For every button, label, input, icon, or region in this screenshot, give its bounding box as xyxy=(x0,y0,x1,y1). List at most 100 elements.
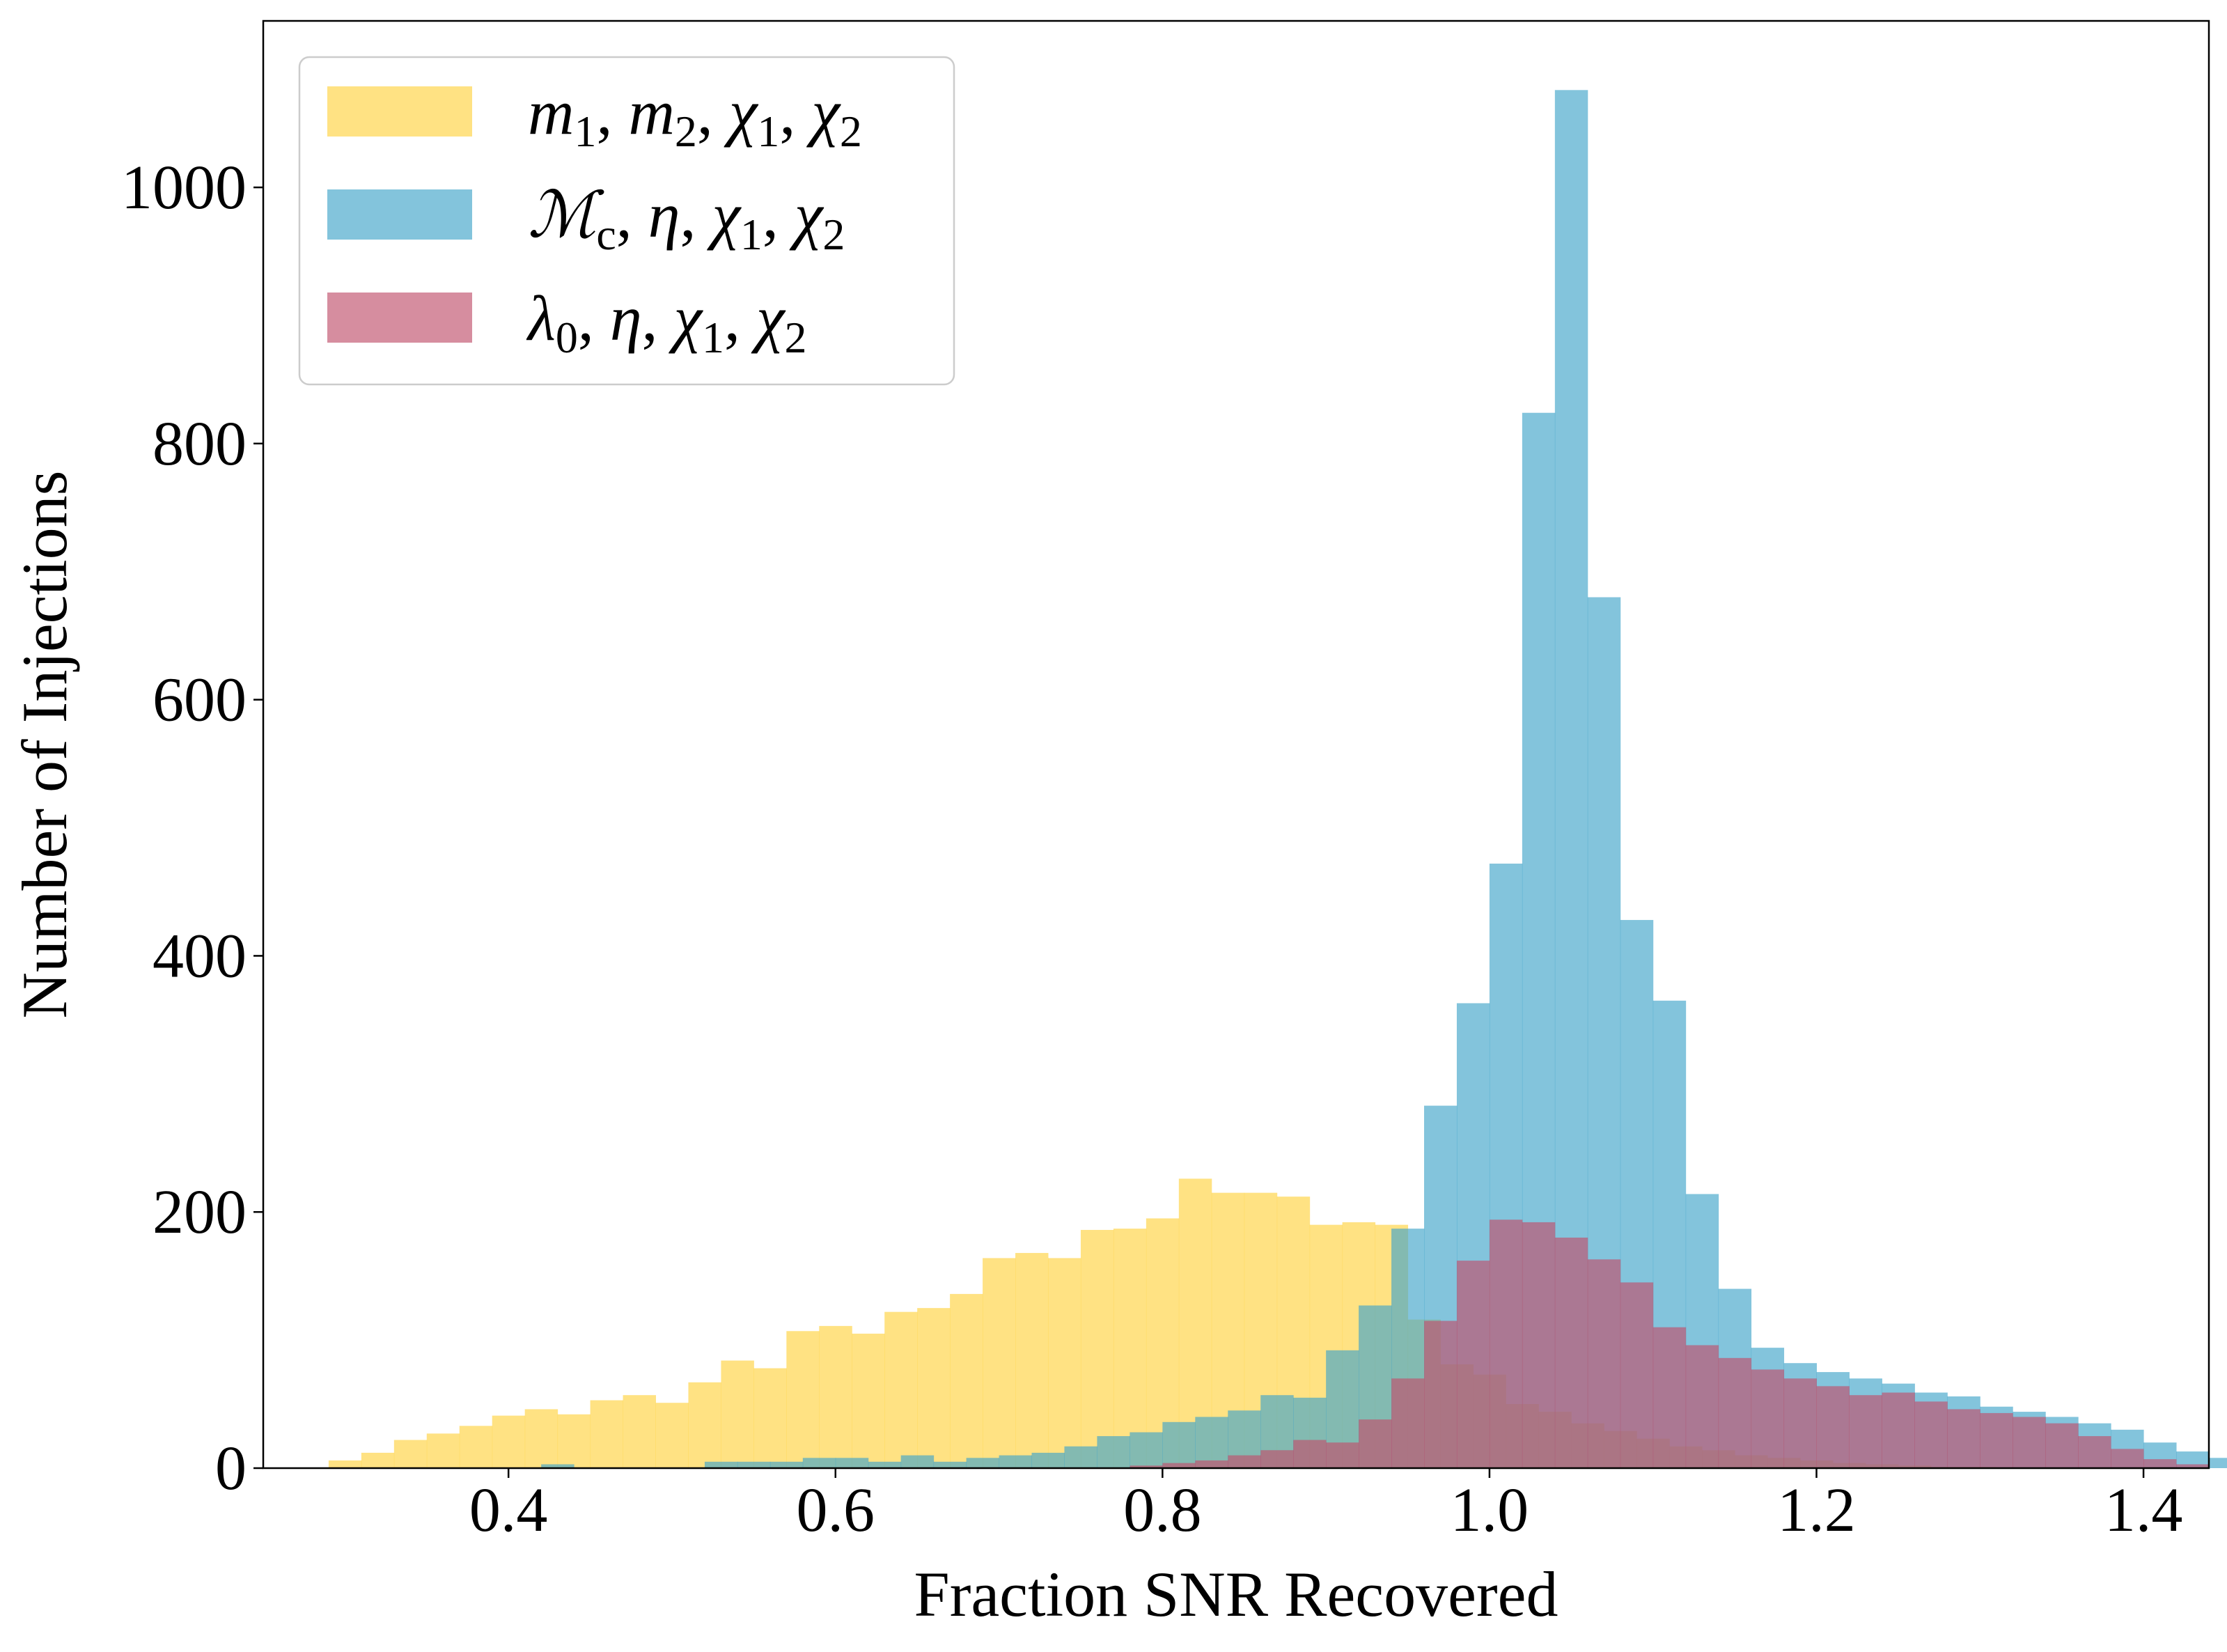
histogram-bar xyxy=(655,1403,689,1468)
legend-separator: , xyxy=(596,77,628,148)
x-tick-label: 0.6 xyxy=(797,1476,875,1545)
histogram-bar xyxy=(1554,1237,1588,1468)
histogram-bar xyxy=(1522,1222,1556,1468)
plot-frame xyxy=(262,20,2210,1470)
histogram-bar xyxy=(1424,1320,1458,1468)
histogram-bar xyxy=(541,1464,575,1468)
y-tick-label: 200 xyxy=(153,1178,247,1247)
histogram-bar xyxy=(819,1325,852,1468)
histogram-bar xyxy=(2045,1423,2079,1468)
histogram-bar xyxy=(1228,1455,1261,1468)
histogram-bar xyxy=(1751,1369,1785,1468)
histogram-bar xyxy=(1162,1421,1196,1468)
y-tick-label: 1000 xyxy=(121,153,247,222)
histogram-bar xyxy=(1359,1419,1392,1468)
histogram-bar xyxy=(737,1461,771,1468)
x-tick-label: 1.0 xyxy=(1451,1476,1529,1545)
legend-symbol: η xyxy=(648,180,680,251)
x-axis-ticks: 0.4 0.6 0.8 1.0 1.2 1.4 xyxy=(469,1468,2182,1545)
histogram-bar xyxy=(623,1395,656,1468)
histogram-bar xyxy=(753,1368,787,1468)
legend-item: λ0, η, χ1, χ2 xyxy=(327,283,806,362)
legend-subscript: 2 xyxy=(784,313,806,362)
histogram-bar xyxy=(361,1452,395,1468)
legend-subscript: 1 xyxy=(702,313,724,362)
histogram-bar xyxy=(802,1458,836,1468)
legend-separator: , xyxy=(578,283,610,354)
histogram-bar xyxy=(1652,1327,1687,1468)
histogram-bar xyxy=(1031,1452,1065,1468)
legend-label: λ0, η, χ1, χ2 xyxy=(526,283,806,362)
y-tick-label: 800 xyxy=(153,410,247,478)
histogram-bar xyxy=(2013,1417,2046,1468)
histogram-bar xyxy=(2176,1464,2210,1468)
histogram-bar xyxy=(769,1461,804,1468)
histogram-bar xyxy=(900,1455,935,1468)
legend-swatch xyxy=(327,86,472,137)
legend-subscript: 2 xyxy=(840,107,862,156)
histogram-bar xyxy=(1882,1392,1915,1468)
histogram-bar xyxy=(492,1415,526,1468)
histogram-bar xyxy=(557,1414,591,1468)
histogram-bar xyxy=(1783,1378,1818,1468)
legend-symbol: χ xyxy=(724,77,759,148)
histogram-bar xyxy=(1097,1436,1130,1468)
legend-symbol: η xyxy=(610,283,642,354)
x-tick-label: 1.4 xyxy=(2104,1476,2183,1545)
legend-item: m1, m2, χ1, χ2 xyxy=(327,77,862,156)
y-tick-label: 600 xyxy=(153,666,247,735)
y-axis-ticks: 0 200 400 600 800 1000 xyxy=(121,153,263,1503)
legend-item: ℳc, η, χ1, χ2 xyxy=(327,180,845,259)
legend-symbol: χ xyxy=(806,77,841,148)
histogram-bar xyxy=(393,1440,428,1468)
legend-separator: , xyxy=(680,180,712,251)
legend-symbol: χ xyxy=(751,283,786,354)
legend-separator: , xyxy=(616,180,648,251)
histogram-bar xyxy=(1685,1345,1719,1468)
legend-subscript: 2 xyxy=(822,210,845,259)
legend-swatch xyxy=(327,293,472,343)
histogram-bar xyxy=(950,1293,983,1468)
legend-separator: , xyxy=(724,283,756,354)
legend-symbol: χ xyxy=(669,283,704,354)
histogram-bar xyxy=(2209,1458,2227,1468)
y-tick-label: 400 xyxy=(153,921,247,990)
legend-symbol: m xyxy=(628,77,674,148)
histogram-bar xyxy=(721,1360,754,1468)
histogram-bar xyxy=(2176,1451,2210,1468)
legend-subscript: c xyxy=(596,210,616,259)
histogram-bar xyxy=(1195,1460,1228,1468)
y-tick-label: 0 xyxy=(215,1434,247,1503)
histogram-bar xyxy=(1064,1446,1097,1468)
histogram-bar xyxy=(1162,1463,1196,1468)
legend-subscript: 2 xyxy=(675,107,697,156)
histogram-bar xyxy=(1113,1229,1147,1468)
histogram-bar xyxy=(459,1426,493,1468)
histogram-bar xyxy=(1456,1261,1490,1468)
histogram-bar xyxy=(983,1258,1016,1468)
histogram-bar xyxy=(1718,1357,1752,1468)
histogram-bar xyxy=(1980,1412,2013,1468)
series-2-bars xyxy=(1130,1219,2210,1468)
histogram-bar xyxy=(2078,1436,2111,1468)
histogram-bar xyxy=(1047,1258,1081,1468)
legend-separator: , xyxy=(763,180,795,251)
histogram-bar xyxy=(852,1333,885,1468)
legend-symbol: λ xyxy=(526,283,556,354)
histogram-bar xyxy=(2143,1459,2177,1468)
histogram-bar xyxy=(1947,1409,1980,1468)
x-tick-label: 0.4 xyxy=(469,1476,548,1545)
legend-label: ℳc, η, χ1, χ2 xyxy=(528,180,845,259)
histogram-bar xyxy=(1391,1378,1425,1468)
histogram-bar xyxy=(1816,1386,1850,1468)
legend-symbol: m xyxy=(528,77,574,148)
histogram-bar xyxy=(1489,1219,1523,1468)
histogram-bar xyxy=(1849,1395,1882,1468)
legend-symbol: ℳ xyxy=(528,180,604,251)
histogram-bar xyxy=(1293,1440,1327,1468)
histogram-bar xyxy=(1326,1442,1359,1468)
histogram-bar xyxy=(917,1308,951,1468)
